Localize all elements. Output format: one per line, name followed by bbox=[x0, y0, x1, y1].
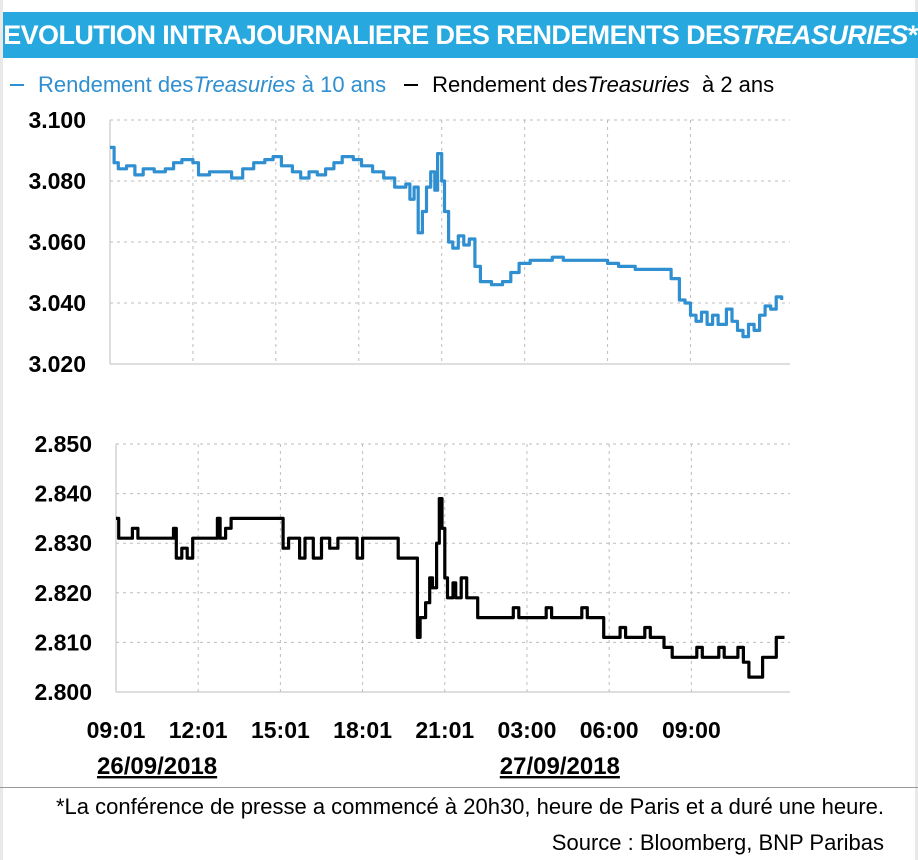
two-year-xtick-label: 12:01 bbox=[169, 717, 228, 743]
title-end: * bbox=[907, 19, 918, 50]
legend-10y-post: à 10 ans bbox=[295, 72, 387, 97]
title-italic: TREASURIES bbox=[739, 19, 909, 50]
ten-year-series-line bbox=[110, 145, 784, 339]
left-edge bbox=[0, 0, 3, 860]
footnote: *La conférence de presse a commencé à 20… bbox=[56, 794, 884, 819]
two-year-xtick-label: 18:01 bbox=[333, 717, 392, 743]
two-year-xtick-label: 15:01 bbox=[251, 717, 310, 743]
two-year-xtick-label: 06:00 bbox=[580, 717, 639, 743]
two-year-xtick-label: 09:01 bbox=[87, 717, 146, 743]
two-year-date-label: 26/09/2018 bbox=[97, 753, 217, 780]
two-year-series-line bbox=[116, 497, 785, 679]
legend-item-2y: Rendement des Treasuries à 2 ans bbox=[404, 72, 774, 98]
ten-year-ytick-label: 3.020 bbox=[28, 351, 86, 377]
legend: Rendement des Treasuries à 10 ans Rendem… bbox=[10, 70, 910, 100]
legend-swatch-2y bbox=[404, 84, 419, 86]
ten-year-ytick-label: 3.060 bbox=[28, 229, 86, 255]
legend-item-10y: Rendement des Treasuries à 10 ans bbox=[10, 72, 386, 98]
legend-2y-italic: Treasuries bbox=[587, 72, 690, 97]
two-year-xtick-label: 03:00 bbox=[498, 717, 557, 743]
legend-swatch-10y bbox=[10, 84, 24, 86]
ten-year-ytick-label: 3.080 bbox=[28, 168, 86, 194]
legend-2y-pre: Rendement des bbox=[432, 72, 588, 97]
two-year-ytick-label: 2.820 bbox=[34, 580, 92, 606]
yield-charts: 3.100 3.080 3.060 3.040 3.020 2.850 2.840 2.830… bbox=[28, 107, 790, 780]
source-note: Source : Bloomberg, BNP Paribas bbox=[551, 830, 884, 855]
two-year-ytick-label: 2.850 bbox=[34, 431, 92, 457]
ten-year-ytick-label: 3.100 bbox=[28, 107, 86, 133]
two-year-date-label: 27/09/2018 bbox=[500, 753, 620, 780]
right-edge bbox=[915, 0, 918, 860]
two-year-xtick-label: 21:01 bbox=[415, 717, 474, 743]
title-main: EVOLUTION INTRAJOURNALIERE DES RENDEMENT… bbox=[3, 19, 740, 50]
chart-title-banner: EVOLUTION INTRAJOURNALIERE DES RENDEMENT… bbox=[3, 12, 918, 58]
two-year-xtick-label: 09:00 bbox=[662, 717, 721, 743]
two-year-ytick-label: 2.840 bbox=[34, 481, 92, 507]
two-year-ytick-label: 2.810 bbox=[34, 629, 92, 655]
legend-10y-pre: Rendement des bbox=[38, 72, 194, 97]
two-year-ytick-label: 2.830 bbox=[34, 530, 92, 556]
two-year-ytick-label: 2.800 bbox=[34, 679, 92, 705]
legend-2y-post: à 2 ans bbox=[689, 72, 775, 97]
legend-10y-italic: Treasuries bbox=[193, 72, 296, 97]
ten-year-ytick-label: 3.040 bbox=[28, 290, 86, 316]
footer-divider bbox=[0, 787, 918, 788]
